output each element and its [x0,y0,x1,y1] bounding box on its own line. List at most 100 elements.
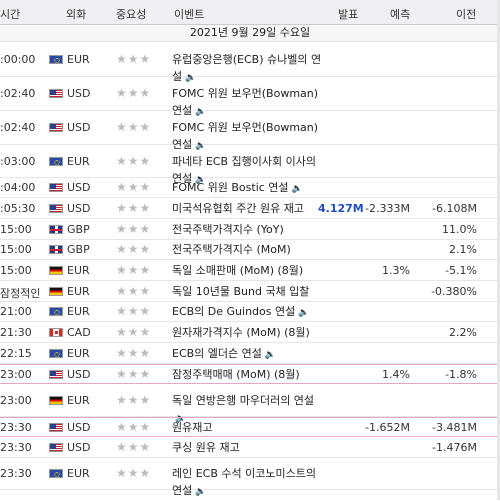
row-previous: 2.1% [449,243,477,256]
table-row[interactable]: :02:40 USD ★★★ FOMC 위원 보우먼(Bowman) 연설 🔈 [0,77,500,117]
row-time: 21:00 [0,305,32,318]
row-previous: -0.380% [431,285,477,298]
row-event[interactable]: 전국주택가격지수 (MoM) [172,241,322,258]
importance-stars-icon: ★★★ [116,304,152,318]
event-name[interactable]: 전국주택가격지수 (MoM) [172,243,291,256]
row-event[interactable]: 유럽중앙은행(ECB) 슈나벨의 연설 🔈 [172,51,322,87]
row-time: :02:40 [0,87,36,100]
importance-stars-icon: ★★★ [116,466,152,480]
importance-stars-icon: ★★★ [116,393,152,407]
table-row[interactable]: :00:00 EUR ★★★ 유럽중앙은행(ECB) 슈나벨의 연설 🔈 [0,42,500,83]
importance-stars-icon: ★★★ [116,420,152,434]
importance-stars-icon: ★★★ [116,367,152,381]
table-row[interactable]: :04:00 USD ★★★ FOMC 위원 Bostic 연설 🔈 [0,178,500,198]
table-row[interactable]: 23:30 EUR ★★★ 레인 ECB 수석 이코노미스트의 연설 🔈 [0,458,500,497]
row-event[interactable]: 쿠싱 원유 재고 [172,439,322,456]
flag-icon [49,204,63,213]
event-name[interactable]: 독일 연방은행 마우더러의 연설 [172,394,315,407]
flag-icon [49,183,63,192]
header-event[interactable]: 이벤트 [174,8,205,21]
row-currency: GBP [67,243,90,256]
header-actual[interactable]: 발표 [338,8,359,21]
event-name[interactable]: 유럽중앙은행(ECB) 슈나벨의 연설 [172,53,322,83]
table-row[interactable]: :03:00 EUR ★★★ 파네타 ECB 집행이사회 이사의 연설 🔈 [0,145,500,185]
table-row[interactable]: 15:00 GBP ★★★ 전국주택가격지수 (MoM) 2.1% [0,240,500,260]
row-event[interactable]: 원유재고 [172,419,322,436]
row-event[interactable]: FOMC 위원 보우먼(Bowman) 연설 🔈 [172,85,322,121]
event-name[interactable]: ECB의 De Guindos 연설 [172,305,296,318]
row-previous: -5.1% [445,264,477,277]
row-event[interactable]: 전국주택가격지수 (YoY) [172,221,322,238]
row-currency: EUR [67,305,90,318]
event-name[interactable]: 독일 소매판매 (MoM) (8월) [172,264,304,277]
event-name[interactable]: 잠정주택매매 (MoM) (8월) [172,368,300,381]
row-event[interactable]: 원자재가격지수 (MoM) (8월) [172,324,322,341]
row-event[interactable]: 독일 10년물 Bund 국채 입찰 [172,283,322,300]
row-currency: USD [67,202,91,215]
flag-icon [49,287,63,296]
event-name[interactable]: 쿠싱 원유 재고 [172,441,240,454]
row-time: 잠정적인 [0,287,41,300]
speaker-icon: 🔈 [185,73,197,83]
row-previous: -6.108M [432,202,477,215]
speaker-icon: 🔈 [195,175,207,185]
event-name[interactable]: FOMC 위원 보우먼(Bowman) 연설 [172,121,319,151]
importance-stars-icon: ★★★ [116,201,152,215]
event-name[interactable]: 전국주택가격지수 (YoY) [172,223,284,236]
event-name[interactable]: 레인 ECB 수석 이코노미스트의 연설 [172,467,316,497]
event-name[interactable]: 파네타 ECB 집행이사회 이사의 연설 [172,155,316,185]
table-row[interactable]: :02:40 USD ★★★ FOMC 위원 보우먼(Bowman) 연설 🔈 [0,111,500,151]
row-currency: EUR [67,347,90,360]
flag-icon [49,370,63,379]
row-time: 15:00 [0,264,32,277]
row-event[interactable]: FOMC 위원 보우먼(Bowman) 연설 🔈 [172,119,322,155]
table-row[interactable]: :05:30 USD ★★★ 미국석유협회 주간 원유 재고 4.127M -2.333M… [0,198,500,219]
row-event[interactable]: ECB의 엘더슨 연설 🔈 [172,345,322,364]
row-event[interactable]: 미국석유협회 주간 원유 재고 [172,200,322,217]
flag-icon [49,245,63,254]
event-name[interactable]: 원자재가격지수 (MoM) (8월) [172,326,310,339]
header-time[interactable]: 시간 [0,8,21,21]
header-currency[interactable]: 외화 [66,8,87,21]
row-event[interactable]: ECB의 De Guindos 연설 🔈 [172,303,322,322]
header-previous[interactable]: 이전 [456,8,477,21]
event-name[interactable]: 미국석유협회 주간 원유 재고 [172,202,304,215]
row-currency: GBP [67,223,90,236]
table-row[interactable]: 15:00 GBP ★★★ 전국주택가격지수 (YoY) 11.0% [0,219,500,240]
row-time: 23:00 [0,368,32,381]
row-actual: 4.127M [318,202,364,215]
event-name[interactable]: 독일 10년물 Bund 국채 입찰 [172,285,310,298]
row-currency: EUR [67,467,90,480]
table-row[interactable]: 23:00 USD ★★★ 잠정주택매매 (MoM) (8월) 1.4% -1.8% [0,364,500,384]
event-name[interactable]: FOMC 위원 Bostic 연설 [172,181,289,194]
row-time: :03:00 [0,155,36,168]
row-event[interactable]: 독일 소매판매 (MoM) (8월) [172,262,322,279]
row-event[interactable]: 레인 ECB 수석 이코노미스트의 연설 🔈 [172,465,322,501]
table-row[interactable]: 잠정적인 EUR ★★★ 독일 10년물 Bund 국채 입찰 -0.380% [0,281,500,302]
event-name[interactable]: 원유재고 [172,421,213,434]
event-name[interactable]: FOMC 위원 보우먼(Bowman) 연설 [172,87,319,117]
importance-stars-icon: ★★★ [116,242,152,256]
table-row[interactable]: 23:30 USD ★★★ 원유재고 -1.652M -3.481M [0,417,500,437]
flag-icon [49,328,63,337]
row-time: :04:00 [0,181,36,194]
table-row[interactable]: 15:00 EUR ★★★ 독일 소매판매 (MoM) (8월) 1.3% -5.1% [0,260,500,281]
row-event[interactable]: 독일 연방은행 마우더러의 연설 🔈 [172,392,322,428]
flag-icon [49,307,63,316]
scrollbar[interactable] [497,0,500,500]
header-forecast[interactable]: 예측 [390,8,411,21]
table-row[interactable]: 21:30 CAD ★★★ 원자재가격지수 (MoM) (8월) 2.2% [0,322,500,343]
header-importance[interactable]: 중요성 [116,8,147,21]
table-row[interactable]: 23:00 EUR ★★★ 독일 연방은행 마우더러의 연설 🔈 [0,384,500,424]
table-row[interactable]: 22:15 EUR ★★★ ECB의 엘더슨 연설 🔈 [0,343,500,364]
row-event[interactable]: FOMC 위원 Bostic 연설 🔈 [172,179,322,198]
event-name[interactable]: ECB의 엘더슨 연설 [172,347,262,360]
table-row[interactable]: 23:30 USD ★★★ 쿠싱 원유 재고 -1.476M [0,437,500,458]
row-time: 23:30 [0,441,32,454]
row-event[interactable]: 잠정주택매매 (MoM) (8월) [172,366,322,383]
row-event[interactable]: 파네타 ECB 집행이사회 이사의 연설 🔈 [172,153,322,189]
flag-icon [49,349,63,358]
importance-stars-icon: ★★★ [116,52,152,66]
table-row[interactable]: 21:00 EUR ★★★ ECB의 De Guindos 연설 🔈 [0,302,500,322]
row-time: 15:00 [0,223,32,236]
